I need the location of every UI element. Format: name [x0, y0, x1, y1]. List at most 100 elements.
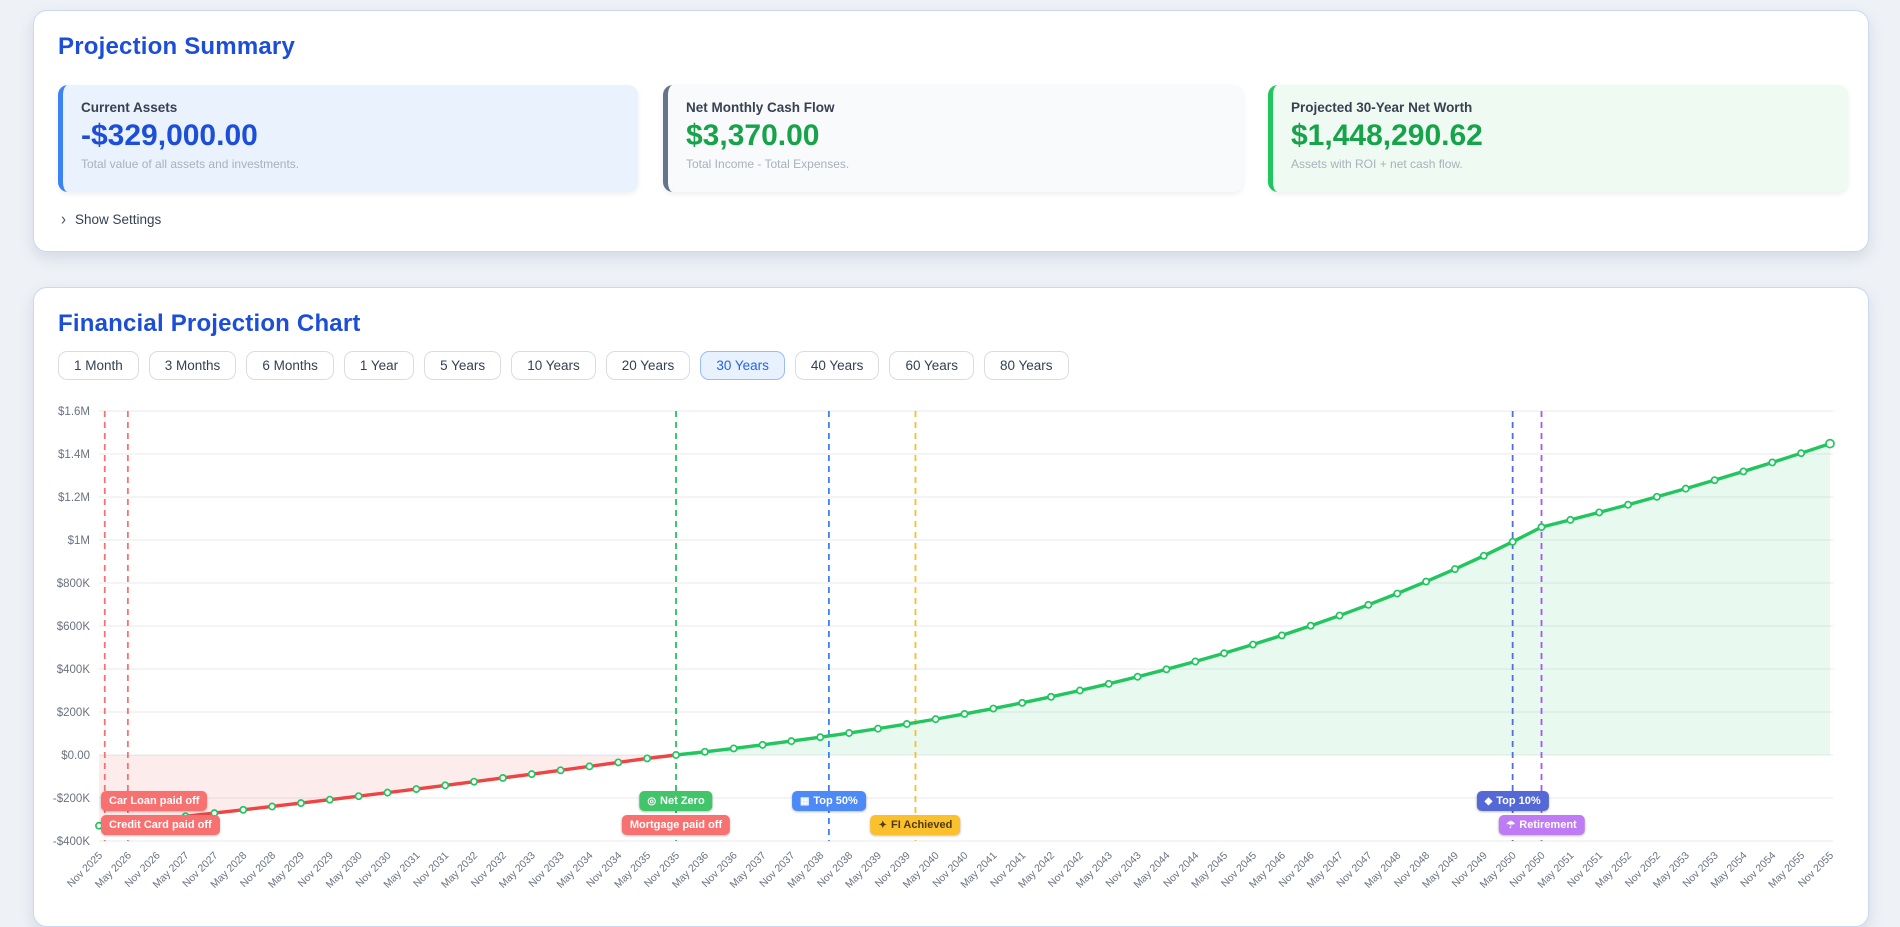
data-point-marker	[787, 737, 796, 746]
data-point-marker	[1249, 640, 1257, 649]
data-point-marker	[1710, 476, 1719, 485]
data-point-marker	[441, 781, 450, 790]
data-point-marker	[1277, 631, 1286, 640]
stat-value: $1,448,290.62	[1291, 119, 1483, 152]
data-point-marker	[239, 805, 248, 814]
data-point-marker	[1508, 537, 1517, 546]
net-worth-chart-canvas: $1.6M $1.4M $1.2M $1M $800K $600K $400K $200K $0…	[53, 406, 1836, 891]
financial-projection-chart-card: Financial Projection Chart 1 Month 3 Mont…	[33, 287, 1869, 927]
range-button-5-years[interactable]: 5 Years	[424, 351, 502, 380]
data-point-marker	[960, 710, 969, 718]
data-point-marker	[325, 795, 334, 804]
data-point-marker	[1335, 611, 1344, 620]
data-point-marker	[383, 788, 392, 797]
y-axis-tick-label: -$200K	[53, 793, 90, 805]
data-point-marker	[1652, 492, 1661, 501]
show-settings-label: Show Settings	[75, 212, 162, 227]
data-point-marker	[1422, 577, 1431, 586]
data-point-marker	[1191, 657, 1200, 666]
data-point-marker	[1825, 438, 1835, 449]
stat-card-projected-net-worth: Projected 30-Year Net Worth $1,448,290.6…	[1268, 85, 1848, 192]
y-axis-tick-label: $1.4M	[58, 449, 90, 461]
data-point-marker	[1306, 621, 1315, 630]
data-point-marker	[268, 802, 277, 811]
data-point-marker	[758, 740, 767, 749]
data-point-marker	[1595, 508, 1604, 517]
y-axis-tick-label: $1.2M	[58, 492, 90, 504]
stat-label: Projected 30-Year Net Worth	[1291, 100, 1473, 115]
data-point-marker	[729, 744, 738, 753]
data-point-marker	[527, 770, 536, 779]
data-point-marker	[1768, 458, 1777, 467]
y-axis-tick-label: $0.00	[61, 750, 90, 762]
data-point-marker	[1393, 589, 1402, 598]
range-button-6-months[interactable]: 6 Months	[246, 351, 334, 380]
data-point-marker	[297, 799, 305, 808]
y-axis-tick-label: $400K	[57, 664, 91, 676]
data-point-marker	[498, 773, 507, 782]
stat-card-current-assets: Current Assets -$329,000.00 Total value …	[58, 85, 638, 192]
data-point-marker	[874, 724, 882, 733]
y-axis-tick-label: $1M	[68, 535, 90, 547]
data-point-marker	[614, 758, 623, 767]
data-point-marker	[700, 747, 709, 756]
chart-title: Financial Projection Chart	[58, 310, 361, 337]
data-point-marker	[585, 762, 594, 771]
range-button-20-years[interactable]: 20 Years	[605, 351, 691, 380]
data-point-marker	[845, 729, 854, 737]
data-point-marker	[1624, 500, 1633, 509]
data-point-marker	[1479, 551, 1488, 560]
data-point-marker	[1537, 523, 1546, 532]
y-axis-tick-label: $800K	[57, 578, 91, 590]
time-range-button-row: 1 Month 3 Months 6 Months 1 Year 5 Years 10 Y…	[58, 351, 1069, 380]
range-button-10-years[interactable]: 10 Years	[511, 351, 596, 380]
data-point-marker	[123, 818, 132, 827]
range-button-1-year[interactable]: 1 Year	[343, 351, 415, 380]
data-point-marker	[470, 777, 478, 786]
stat-value: $3,370.00	[686, 119, 820, 152]
data-point-marker	[1566, 515, 1575, 524]
stat-label: Current Assets	[81, 100, 178, 115]
data-point-marker	[989, 704, 998, 713]
data-point-marker	[1047, 692, 1056, 701]
y-axis-tick-label: $1.6M	[58, 406, 90, 418]
y-axis-tick-label: -$400K	[53, 836, 90, 848]
range-button-1-month[interactable]: 1 Month	[58, 351, 139, 380]
data-point-marker	[556, 766, 565, 775]
data-point-marker	[1450, 565, 1459, 573]
data-point-marker	[902, 720, 911, 728]
data-point-marker	[816, 733, 825, 742]
data-point-marker	[210, 809, 219, 818]
data-point-marker	[672, 751, 680, 759]
projection-summary-card: Projection Summary Current Assets -$329,…	[33, 10, 1869, 252]
data-point-marker	[643, 754, 652, 763]
data-point-marker	[152, 815, 161, 824]
range-button-40-years[interactable]: 40 Years	[794, 351, 880, 380]
show-settings-toggle[interactable]: › Show Settings	[61, 209, 162, 230]
data-point-marker	[1018, 698, 1027, 707]
data-point-marker	[1075, 686, 1084, 695]
range-button-30-years[interactable]: 30 Years	[700, 351, 785, 380]
data-point-marker	[1364, 600, 1373, 609]
stat-card-row: Current Assets -$329,000.00 Total value …	[58, 85, 1848, 192]
data-point-marker	[95, 821, 103, 830]
positive-area-fill	[676, 443, 1830, 755]
range-button-60-years[interactable]: 60 Years	[889, 351, 974, 380]
data-point-marker	[1162, 665, 1171, 674]
y-axis-tick-label: $600K	[57, 621, 91, 633]
range-button-80-years[interactable]: 80 Years	[984, 351, 1069, 380]
stat-card-net-monthly-cash-flow: Net Monthly Cash Flow $3,370.00 Total In…	[663, 85, 1243, 192]
data-point-marker	[354, 792, 363, 801]
stat-desc: Total value of all assets and investment…	[81, 156, 300, 171]
net-worth-chart: $1.6M $1.4M $1.2M $1M $800K $600K $400K $200K $0…	[41, 396, 1861, 916]
data-point-marker	[412, 785, 421, 793]
stat-desc: Assets with ROI + net cash flow.	[1291, 156, 1463, 171]
data-point-marker	[1797, 449, 1806, 458]
data-point-marker	[1681, 484, 1690, 493]
range-button-3-months[interactable]: 3 Months	[148, 351, 237, 380]
stat-value: -$329,000.00	[81, 119, 258, 152]
chevron-right-icon: ›	[61, 209, 66, 230]
data-point-marker	[1104, 679, 1113, 688]
data-point-marker	[931, 715, 940, 724]
stat-label: Net Monthly Cash Flow	[686, 100, 835, 115]
